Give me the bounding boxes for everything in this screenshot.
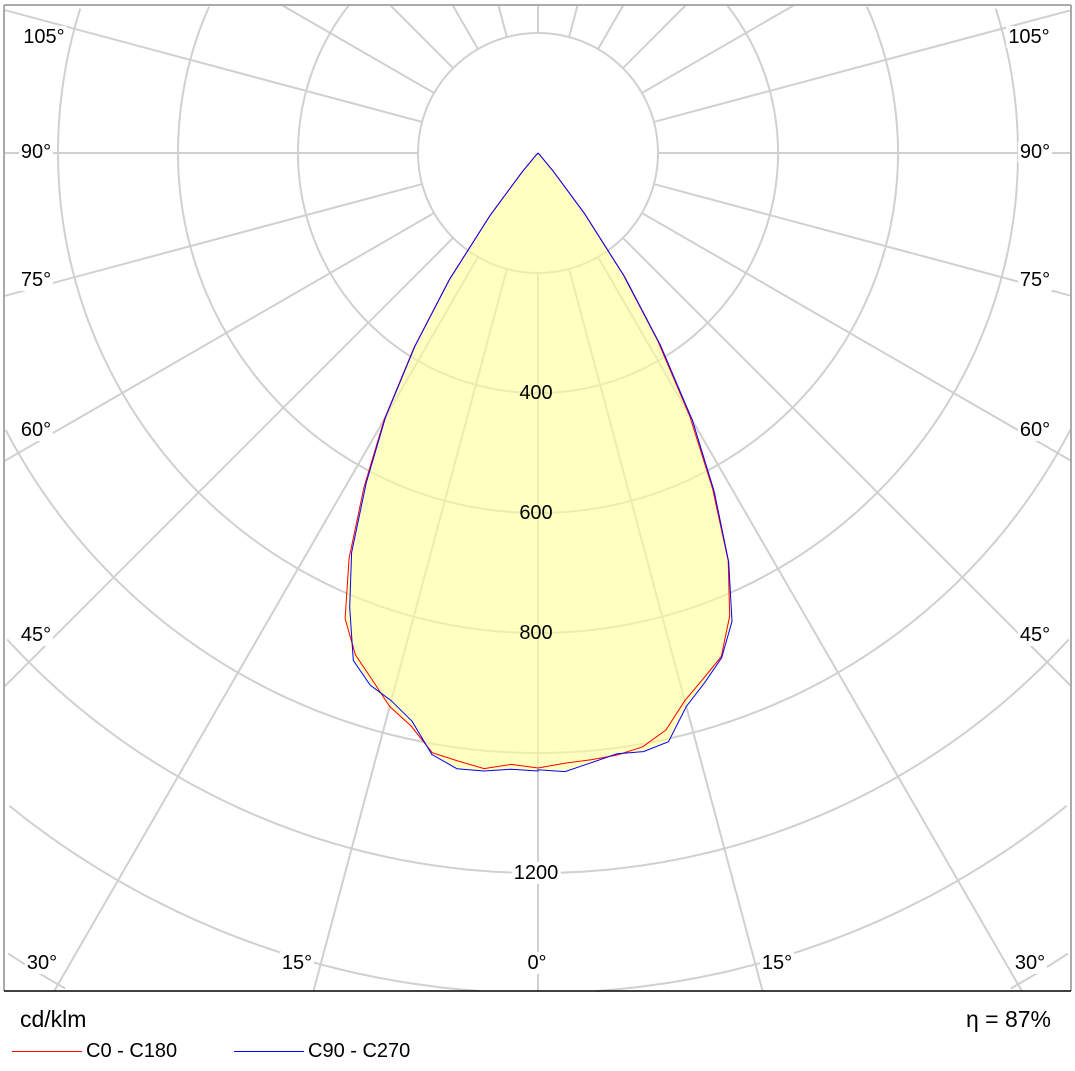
angle-label-left-60: 60° [18,419,54,441]
grid-spoke-150 [597,4,625,50]
angle-label-left-75: 75° [18,269,54,291]
grid-spoke-120 [641,4,795,94]
grid-spoke-240 [281,4,435,94]
grid-spoke-60 [641,212,1072,462]
angle-label-left-90: 90° [18,141,54,163]
angle-label-left-30: 30° [24,952,60,974]
ring-label-400: 400 [519,382,553,404]
legend-label: C90 - C270 [308,1040,411,1062]
ring-label-800: 800 [519,622,553,644]
grid-spoke-300 [3,212,435,463]
curve-c90-c270 [349,152,733,773]
grid-spoke-45 [622,237,1072,687]
angle-label-right-105: 105° [1006,26,1052,48]
legend-item-c90-c270: C90 - C270 [234,1040,410,1063]
grid-spoke-135 [622,4,687,69]
grid-spoke-225 [389,4,454,69]
efficiency-label: η = 87% [965,1006,1051,1032]
grid-spoke-210 [451,4,479,50]
angle-label-right-45: 45° [1017,624,1053,646]
legend-swatch-blue [234,1051,304,1052]
ring-label-1200: 1200 [511,862,561,884]
curves [344,152,733,773]
grid-ring-1400 [596,805,1068,992]
grid-spoke-285 [3,183,423,298]
grid-spoke-255 [3,8,423,123]
grid-ring-1200 [538,638,1070,874]
angle-label-bottom-0: 0° [525,952,549,974]
intensity-fill-area [345,153,732,772]
grid-ring-1400 [8,805,480,992]
angle-label-bottom-15-left: 15° [279,952,315,974]
legend-label: C0 - C180 [86,1040,178,1062]
angle-label-right-75: 75° [1017,269,1053,291]
legend-item-c0-c180: C0 - C180 [12,1040,177,1063]
angle-label-left-105: 105° [21,26,67,48]
angle-label-right-60: 60° [1017,419,1053,441]
grid-spoke-195 [497,4,508,38]
curve-c0-c180 [344,152,731,770]
grid-spoke-165 [568,4,579,38]
legend-swatch-red [12,1051,82,1052]
angle-label-left-45: 45° [18,624,54,646]
grid-spoke-75 [653,183,1072,297]
unit-label: cd/klm [20,1006,87,1032]
angle-label-right-30: 30° [1012,952,1048,974]
grid-spoke-315 [3,237,454,688]
angle-label-bottom-15-right: 15° [759,952,795,974]
ring-label-600: 600 [519,502,553,524]
grid-ring-1200 [6,638,538,874]
grid-spoke-105 [653,9,1072,123]
angle-label-right-90: 90° [1017,141,1053,163]
intensity-fill [345,153,732,772]
